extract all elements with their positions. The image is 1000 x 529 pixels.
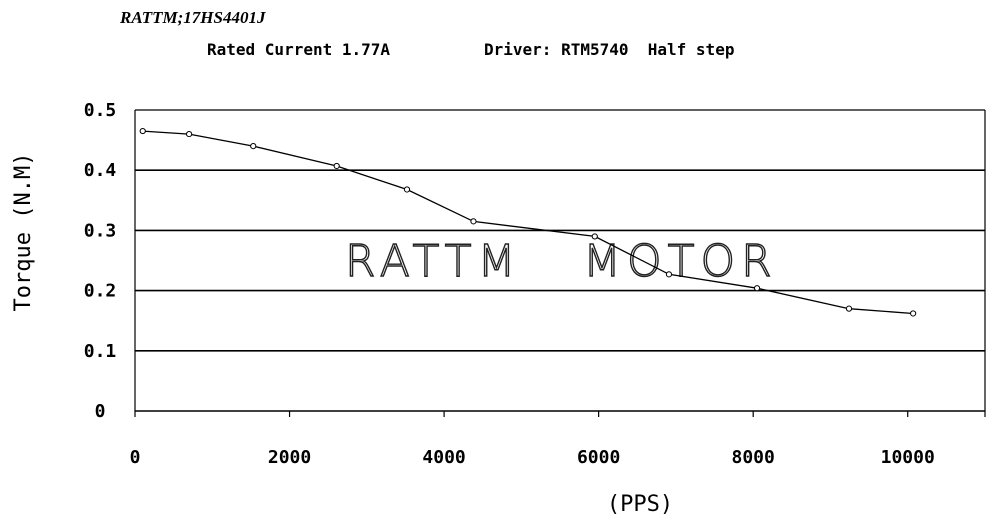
y-tick-label: 0.3 bbox=[84, 220, 117, 241]
data-point bbox=[250, 143, 257, 150]
y-tick-label: 0.5 bbox=[84, 100, 117, 121]
data-point bbox=[591, 233, 598, 240]
driver-label: Driver: RTM5740 Half step bbox=[484, 40, 735, 59]
watermark-right: MOTOR bbox=[583, 236, 778, 287]
watermark-left: RATTM bbox=[345, 236, 521, 287]
x-tick-label: 0 bbox=[130, 447, 141, 468]
y-tick-label: 0.1 bbox=[84, 341, 117, 362]
x-tick-label: 8000 bbox=[732, 447, 775, 468]
x-tick-label: 10000 bbox=[881, 447, 935, 468]
watermark: RATTM MOTOR bbox=[344, 235, 778, 287]
x-tick-label: 2000 bbox=[268, 447, 311, 468]
chart-title: RATTM;17HS4401J bbox=[120, 8, 266, 27]
data-point bbox=[470, 218, 477, 225]
data-point bbox=[139, 127, 146, 135]
data-point bbox=[333, 162, 340, 170]
x-tick-label: 4000 bbox=[422, 447, 465, 468]
y-tick-label: 0 bbox=[95, 401, 106, 422]
y-tick-label: 0.4 bbox=[84, 160, 117, 181]
x-tick-labels: 0 2000 4000 6000 8000 10000 bbox=[130, 447, 935, 468]
data-point bbox=[185, 130, 193, 138]
data-point bbox=[403, 186, 411, 193]
series-line bbox=[142, 130, 914, 315]
axes bbox=[134, 110, 986, 417]
data-point bbox=[665, 271, 673, 278]
x-axis-title: (PPS) bbox=[607, 492, 673, 517]
rated-current-label: Rated Current 1.77A bbox=[207, 40, 391, 59]
data-point bbox=[845, 305, 853, 312]
data-point bbox=[753, 285, 761, 292]
grid-lines bbox=[135, 109, 985, 352]
y-axis-title: Torque (N.M) bbox=[11, 153, 36, 312]
y-tick-labels: 0 0.1 0.2 0.3 0.4 0.5 bbox=[84, 100, 117, 422]
x-tick-label: 6000 bbox=[577, 447, 620, 468]
y-tick-label: 0.2 bbox=[84, 281, 117, 302]
series-torque bbox=[139, 127, 917, 317]
data-point bbox=[910, 310, 917, 317]
